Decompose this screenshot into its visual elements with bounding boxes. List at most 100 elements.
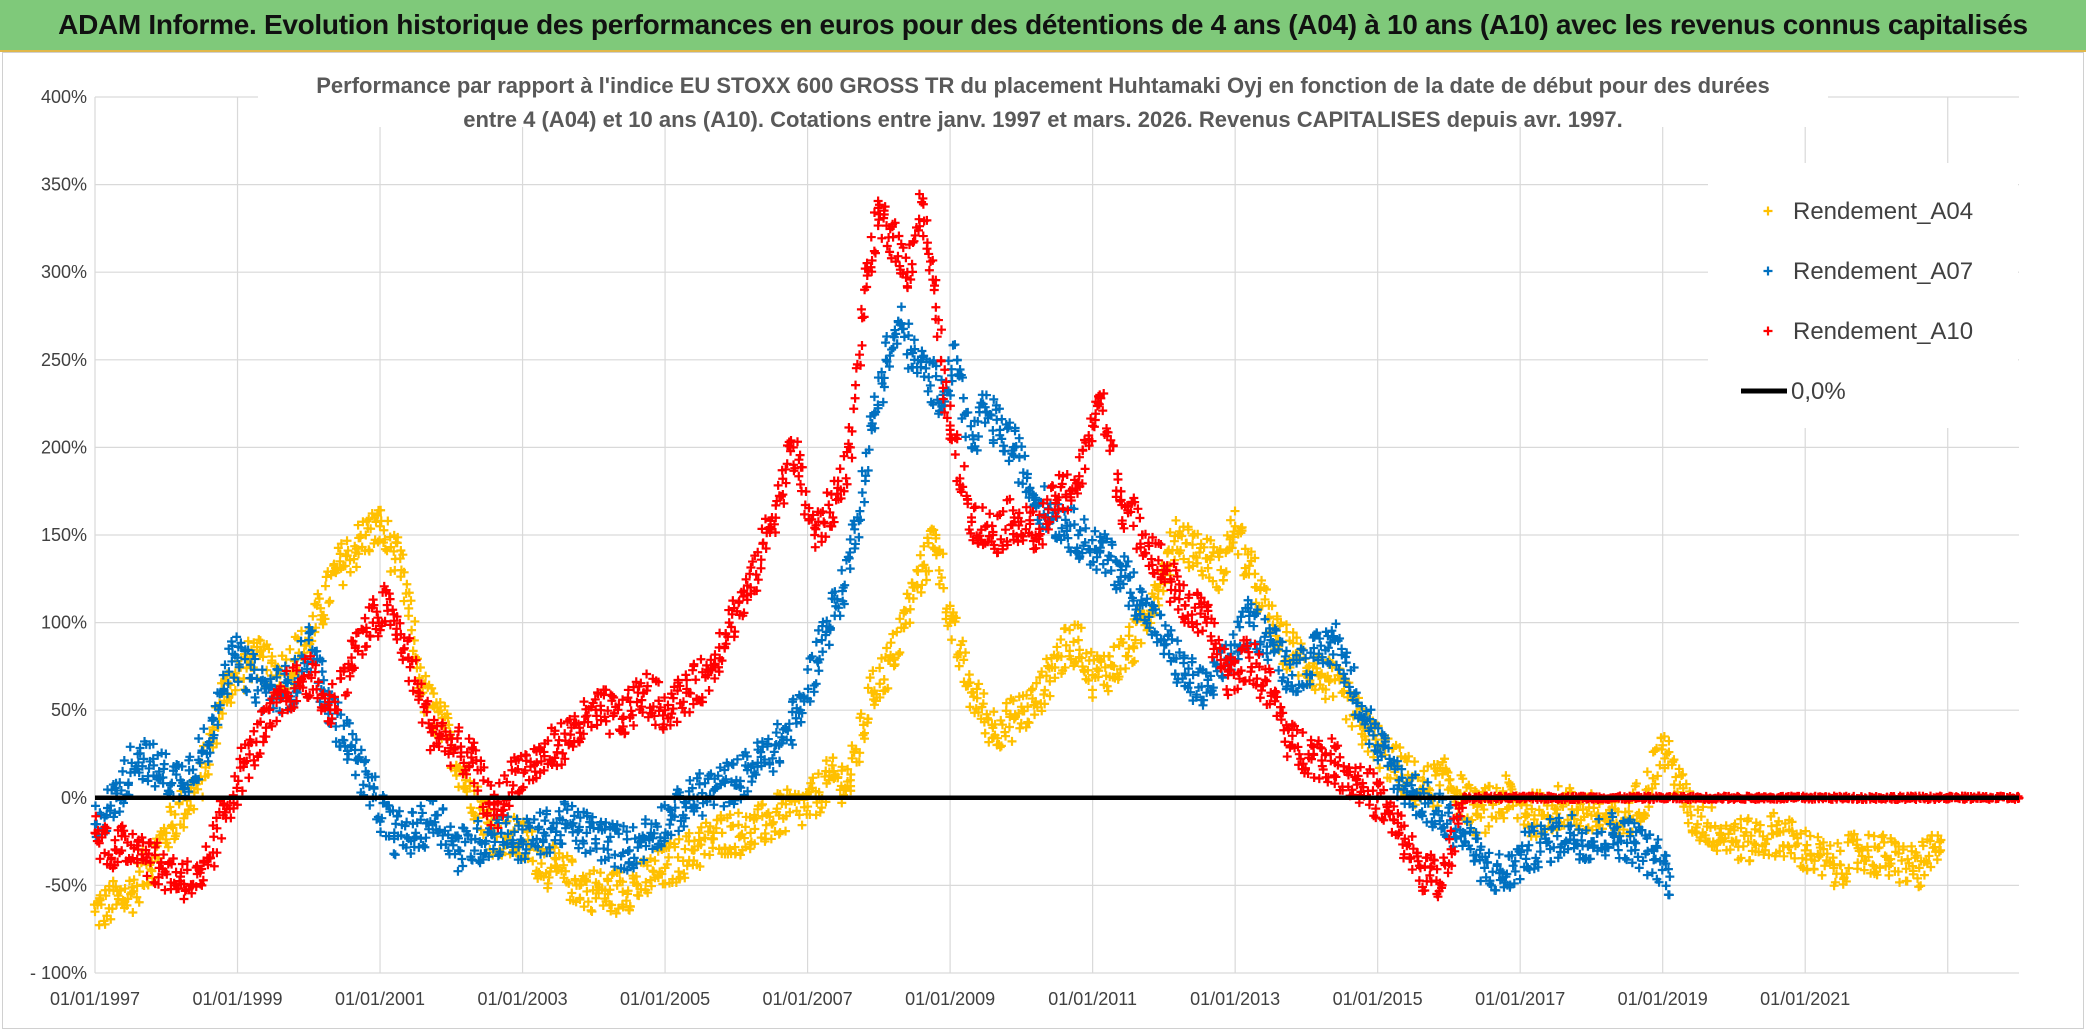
data-point: [859, 497, 869, 507]
data-point: [1198, 570, 1208, 580]
data-point: [1047, 481, 1057, 491]
data-point: [965, 678, 975, 688]
data-point: [843, 777, 853, 787]
data-point: [605, 729, 615, 739]
data-point: [1103, 686, 1113, 696]
data-point: [550, 853, 560, 863]
data-point: [535, 808, 545, 818]
data-point: [1179, 554, 1189, 564]
data-point: [392, 538, 402, 548]
data-point: [940, 365, 950, 375]
data-point: [822, 488, 832, 498]
data-point: [354, 549, 364, 559]
data-point: [837, 766, 847, 776]
data-point: [851, 380, 861, 390]
data-point: [865, 673, 875, 683]
data-point: [833, 772, 843, 782]
data-point: [915, 550, 925, 560]
data-point: [1121, 663, 1131, 673]
data-point: [901, 253, 911, 263]
data-point: [758, 799, 768, 809]
data-point: [257, 665, 267, 675]
data-point: [1805, 831, 1815, 841]
data-point: [622, 834, 632, 844]
data-point: [250, 760, 260, 770]
data-point: [674, 834, 684, 844]
data-point: [1150, 580, 1160, 590]
data-point: [1292, 633, 1302, 643]
data-point: [1008, 696, 1018, 706]
data-point: [575, 894, 585, 904]
data-point: [1589, 803, 1599, 813]
data-point: [1009, 451, 1019, 461]
data-point: [791, 718, 801, 728]
data-point: [128, 907, 138, 917]
data-point: [760, 514, 770, 524]
data-point: [1050, 673, 1060, 683]
data-point: [945, 601, 955, 611]
data-point: [657, 869, 667, 879]
data-point: [936, 325, 946, 335]
data-point: [1077, 653, 1087, 663]
data-point: [209, 832, 219, 842]
data-point: [992, 733, 1002, 743]
data-point: [189, 804, 199, 814]
data-point: [1056, 652, 1066, 662]
data-point: [90, 801, 100, 811]
data-point: [919, 560, 929, 570]
data-point: [1041, 671, 1051, 681]
data-point: [1073, 635, 1083, 645]
data-point: [972, 684, 982, 694]
data-point: [1086, 414, 1096, 424]
data-point: [457, 854, 467, 864]
data-point: [1355, 762, 1365, 772]
data-point: [345, 567, 355, 577]
data-point: [815, 807, 825, 817]
data-point: [854, 757, 864, 767]
data-point: [1156, 610, 1166, 620]
data-point: [1030, 710, 1040, 720]
data-point: [930, 281, 940, 291]
data-point: [1263, 655, 1273, 665]
data-point: [756, 563, 766, 573]
data-point: [558, 852, 568, 862]
data-point: [1335, 752, 1345, 762]
data-point: [125, 742, 135, 752]
data-point: [1817, 870, 1827, 880]
data-point: [1188, 531, 1198, 541]
data-point: [696, 822, 706, 832]
data-point: [358, 780, 368, 790]
data-point: [1504, 802, 1514, 812]
data-point: [1109, 642, 1119, 652]
data-point: [1221, 567, 1231, 577]
data-point: [894, 231, 904, 241]
data-point: [917, 580, 927, 590]
data-point: [711, 823, 721, 833]
data-point: [1472, 802, 1482, 812]
data-point: [811, 637, 821, 647]
data-point: [193, 784, 203, 794]
data-point: [928, 543, 938, 553]
data-point: [1800, 845, 1810, 855]
data-point: [1090, 526, 1100, 536]
data-point: [194, 734, 204, 744]
data-point: [386, 567, 396, 577]
data-point: [416, 801, 426, 811]
data-point: [1128, 521, 1138, 531]
data-point: [366, 524, 376, 534]
data-point: [1004, 722, 1014, 732]
data-point: [408, 808, 418, 818]
data-point: [1373, 779, 1383, 789]
data-point: [1869, 831, 1879, 841]
data-point: [1177, 531, 1187, 541]
data-point: [267, 656, 277, 666]
data-point: [1246, 547, 1256, 557]
data-point: [1223, 690, 1233, 700]
data-point: [1443, 768, 1453, 778]
data-point: [728, 821, 738, 831]
data-point: [453, 866, 463, 876]
data-point: [107, 904, 117, 914]
data-point: [807, 651, 817, 661]
data-point: [567, 857, 577, 867]
data-point: [316, 603, 326, 613]
